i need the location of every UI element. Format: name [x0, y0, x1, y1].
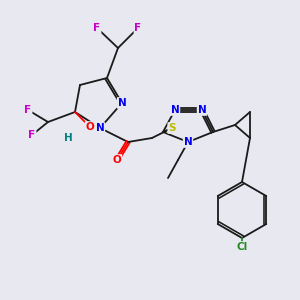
Text: S: S	[168, 123, 176, 133]
Text: O: O	[85, 122, 94, 132]
Text: H: H	[64, 133, 72, 143]
Text: N: N	[118, 98, 126, 108]
Text: O: O	[112, 155, 122, 165]
Text: F: F	[134, 23, 142, 33]
Text: N: N	[171, 105, 179, 115]
Text: N: N	[198, 105, 206, 115]
Text: F: F	[28, 130, 36, 140]
Text: N: N	[184, 137, 192, 147]
Text: F: F	[24, 105, 32, 115]
Text: N: N	[96, 123, 104, 133]
Text: Cl: Cl	[236, 242, 247, 252]
Text: F: F	[93, 23, 100, 33]
